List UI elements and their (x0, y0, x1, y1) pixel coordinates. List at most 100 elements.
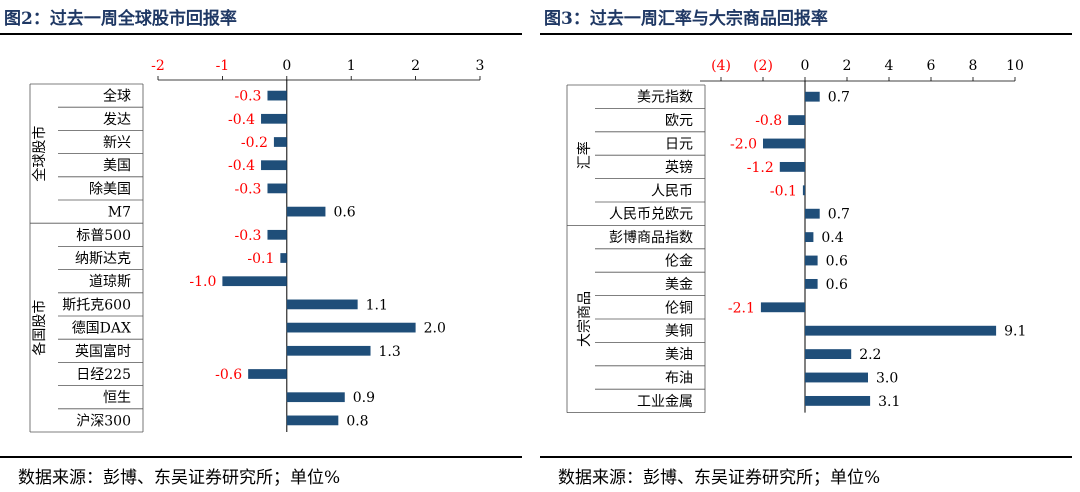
category-label: 沪深300 (76, 413, 131, 429)
category-label: 布油 (665, 371, 693, 387)
bar (280, 253, 287, 263)
bar (267, 90, 287, 101)
category-label: 日元 (665, 137, 693, 153)
bar (286, 392, 345, 403)
category-label: 恒生 (103, 390, 131, 406)
value-label: 0.6 (826, 254, 848, 270)
top-rule (540, 33, 1072, 35)
value-label: -0.3 (234, 228, 261, 244)
x-tick-label: 3 (476, 58, 485, 74)
category-label: 美铜 (665, 324, 693, 340)
category-label: 日经225 (76, 367, 131, 383)
value-label: 2.2 (859, 347, 881, 363)
bar (805, 349, 852, 360)
bar (805, 255, 818, 266)
category-label: 标普500 (76, 228, 131, 244)
category-label: 新兴 (103, 135, 131, 151)
bar (805, 232, 814, 243)
value-label: -0.1 (770, 183, 797, 199)
x-tick-label: (2) (753, 58, 773, 74)
bar (760, 302, 805, 313)
bar (805, 91, 820, 102)
category-label: 工业金属 (637, 394, 693, 410)
bar (805, 208, 820, 219)
value-label: -0.8 (755, 113, 782, 129)
category-label: 纳斯达克 (75, 251, 131, 267)
value-label: 0.6 (826, 277, 848, 293)
x-tick-label: 1 (347, 58, 356, 74)
x-tick-label: 6 (927, 58, 936, 74)
x-tick-label: 4 (885, 58, 894, 74)
category-label: 人民币兑欧元 (609, 207, 693, 223)
x-tick-label: 8 (969, 58, 978, 74)
value-label: 3.0 (876, 371, 898, 387)
figure-3-panel: 图3：过去一周汇率与大宗商品回报率 (4) (2) 0 2 4 6 8 10 汇率 大宗商品 美元指… (540, 0, 1080, 492)
group-label: 各国股市 (31, 300, 48, 356)
value-label: -2.1 (728, 300, 755, 316)
group-label: 汇率 (576, 141, 593, 169)
bar (805, 325, 997, 336)
value-label: -0.2 (241, 135, 268, 151)
bar (805, 395, 871, 406)
bottom-rule (0, 456, 522, 458)
category-label: 美油 (665, 347, 693, 363)
bar (273, 137, 287, 147)
category-label: 人民币 (651, 183, 693, 199)
value-label: 0.4 (821, 230, 843, 246)
value-label: -0.4 (228, 112, 255, 128)
x-tick-label: 0 (801, 58, 810, 74)
value-label: -2.0 (730, 137, 757, 153)
bar (286, 322, 416, 333)
category-label: 德国DAX (72, 321, 131, 337)
category-label: 美国 (103, 158, 131, 174)
x-tick-label: 10 (1006, 58, 1024, 74)
value-label: 0.9 (353, 390, 375, 406)
bar (267, 229, 287, 240)
value-label: 0.8 (346, 413, 368, 429)
x-tick-label: -1 (216, 58, 230, 74)
bar (802, 185, 805, 196)
value-label: 1.3 (379, 344, 401, 360)
bar (248, 369, 287, 379)
bar (286, 206, 326, 217)
category-label: 斯托克600 (62, 297, 131, 313)
source-note: 数据来源：彭博、东吴证券研究所；单位% (558, 468, 881, 488)
category-label: 美元指数 (637, 90, 693, 106)
category-label: 发达 (103, 112, 131, 128)
bar (261, 160, 287, 171)
value-label: -0.1 (247, 251, 274, 267)
bar (267, 183, 287, 194)
group-label: 大宗商品 (577, 291, 593, 347)
category-label: 欧元 (665, 113, 693, 129)
value-label: 3.1 (878, 394, 900, 410)
x-tick-label: 0 (282, 58, 291, 74)
x-tick-label: 2 (411, 58, 420, 74)
bar (763, 138, 805, 149)
value-label: 9.1 (1004, 324, 1026, 340)
bar (286, 299, 358, 310)
top-rule (0, 33, 522, 35)
bar (788, 115, 805, 126)
bar (805, 278, 818, 289)
x-tick-label: -2 (151, 58, 165, 74)
category-label: 伦金 (665, 254, 693, 270)
value-label: -0.6 (215, 367, 242, 383)
value-label: 1.1 (366, 297, 388, 313)
figure-title: 图2：过去一周全球股市回报率 (4, 9, 237, 29)
value-label: -0.3 (234, 181, 261, 197)
bar (286, 415, 339, 426)
value-label: 0.7 (828, 90, 850, 106)
bar (261, 113, 287, 124)
category-label: 全球 (103, 88, 131, 105)
value-label: -1.0 (189, 274, 216, 290)
category-label: 除美国 (89, 181, 131, 197)
value-label: -0.3 (234, 89, 261, 105)
bottom-rule (540, 456, 1072, 458)
category-label: 英镑 (665, 159, 693, 176)
category-label: M7 (108, 205, 131, 221)
category-label: 美金 (665, 277, 693, 293)
value-label: 0.7 (828, 207, 850, 223)
figure-2-panel: 图2：过去一周全球股市回报率 -2 -1 0 1 2 3 全球股市 各国股市 全球 -0.3 发达 -… (0, 0, 530, 492)
